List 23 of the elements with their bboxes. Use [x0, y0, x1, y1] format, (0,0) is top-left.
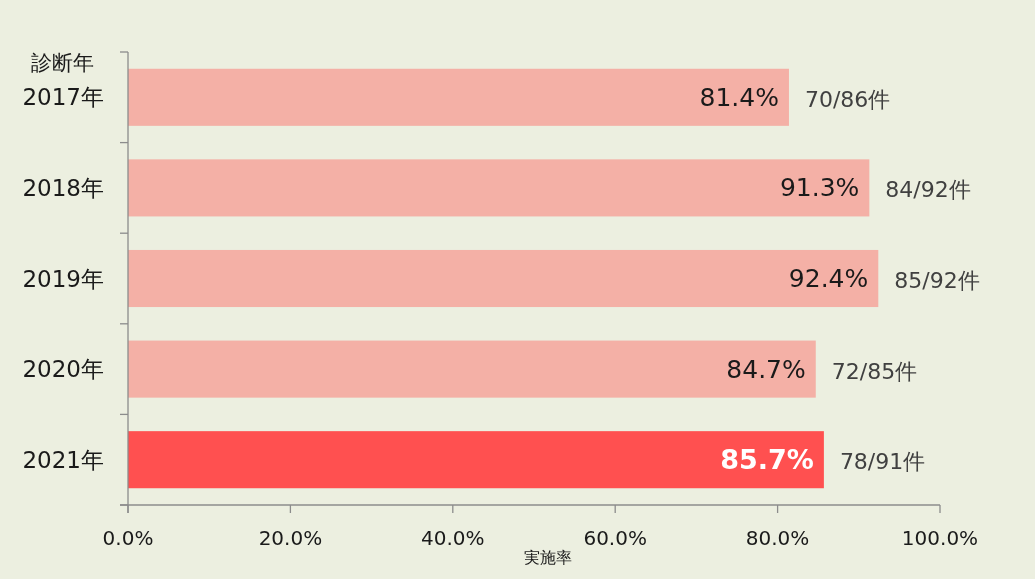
x-axis-title: 実施率: [524, 548, 572, 567]
data-label: 81.4%: [699, 82, 779, 112]
x-tick-label: 40.0%: [421, 526, 485, 550]
y-tick-label: 2020年: [22, 356, 104, 383]
x-tick-label: 20.0%: [258, 526, 323, 550]
data-label: 85.7%: [720, 444, 814, 476]
x-tick-label: 0.0%: [102, 526, 154, 550]
annotation: 70/86件: [804, 86, 891, 112]
data-label: 91.3%: [779, 173, 860, 203]
y-tick-label: 2019年: [22, 265, 104, 292]
y-axis-title: 診断年: [30, 51, 94, 75]
annotation: 84/92件: [885, 177, 971, 203]
annotation: 85/92件: [894, 268, 980, 293]
y-tick-label: 2018年: [22, 174, 104, 201]
annotation: 78/91件: [839, 449, 926, 475]
data-label: 92.4%: [788, 264, 869, 293]
annotation: 72/85件: [831, 358, 918, 384]
x-tick-label: 60.0%: [583, 526, 647, 550]
x-tick-label: 100.0%: [901, 526, 979, 550]
y-tick-label: 2017年: [22, 84, 104, 111]
data-label: 84.7%: [726, 354, 806, 384]
y-tick-label: 2021年: [22, 446, 104, 473]
x-tick-label: 80.0%: [745, 526, 810, 550]
